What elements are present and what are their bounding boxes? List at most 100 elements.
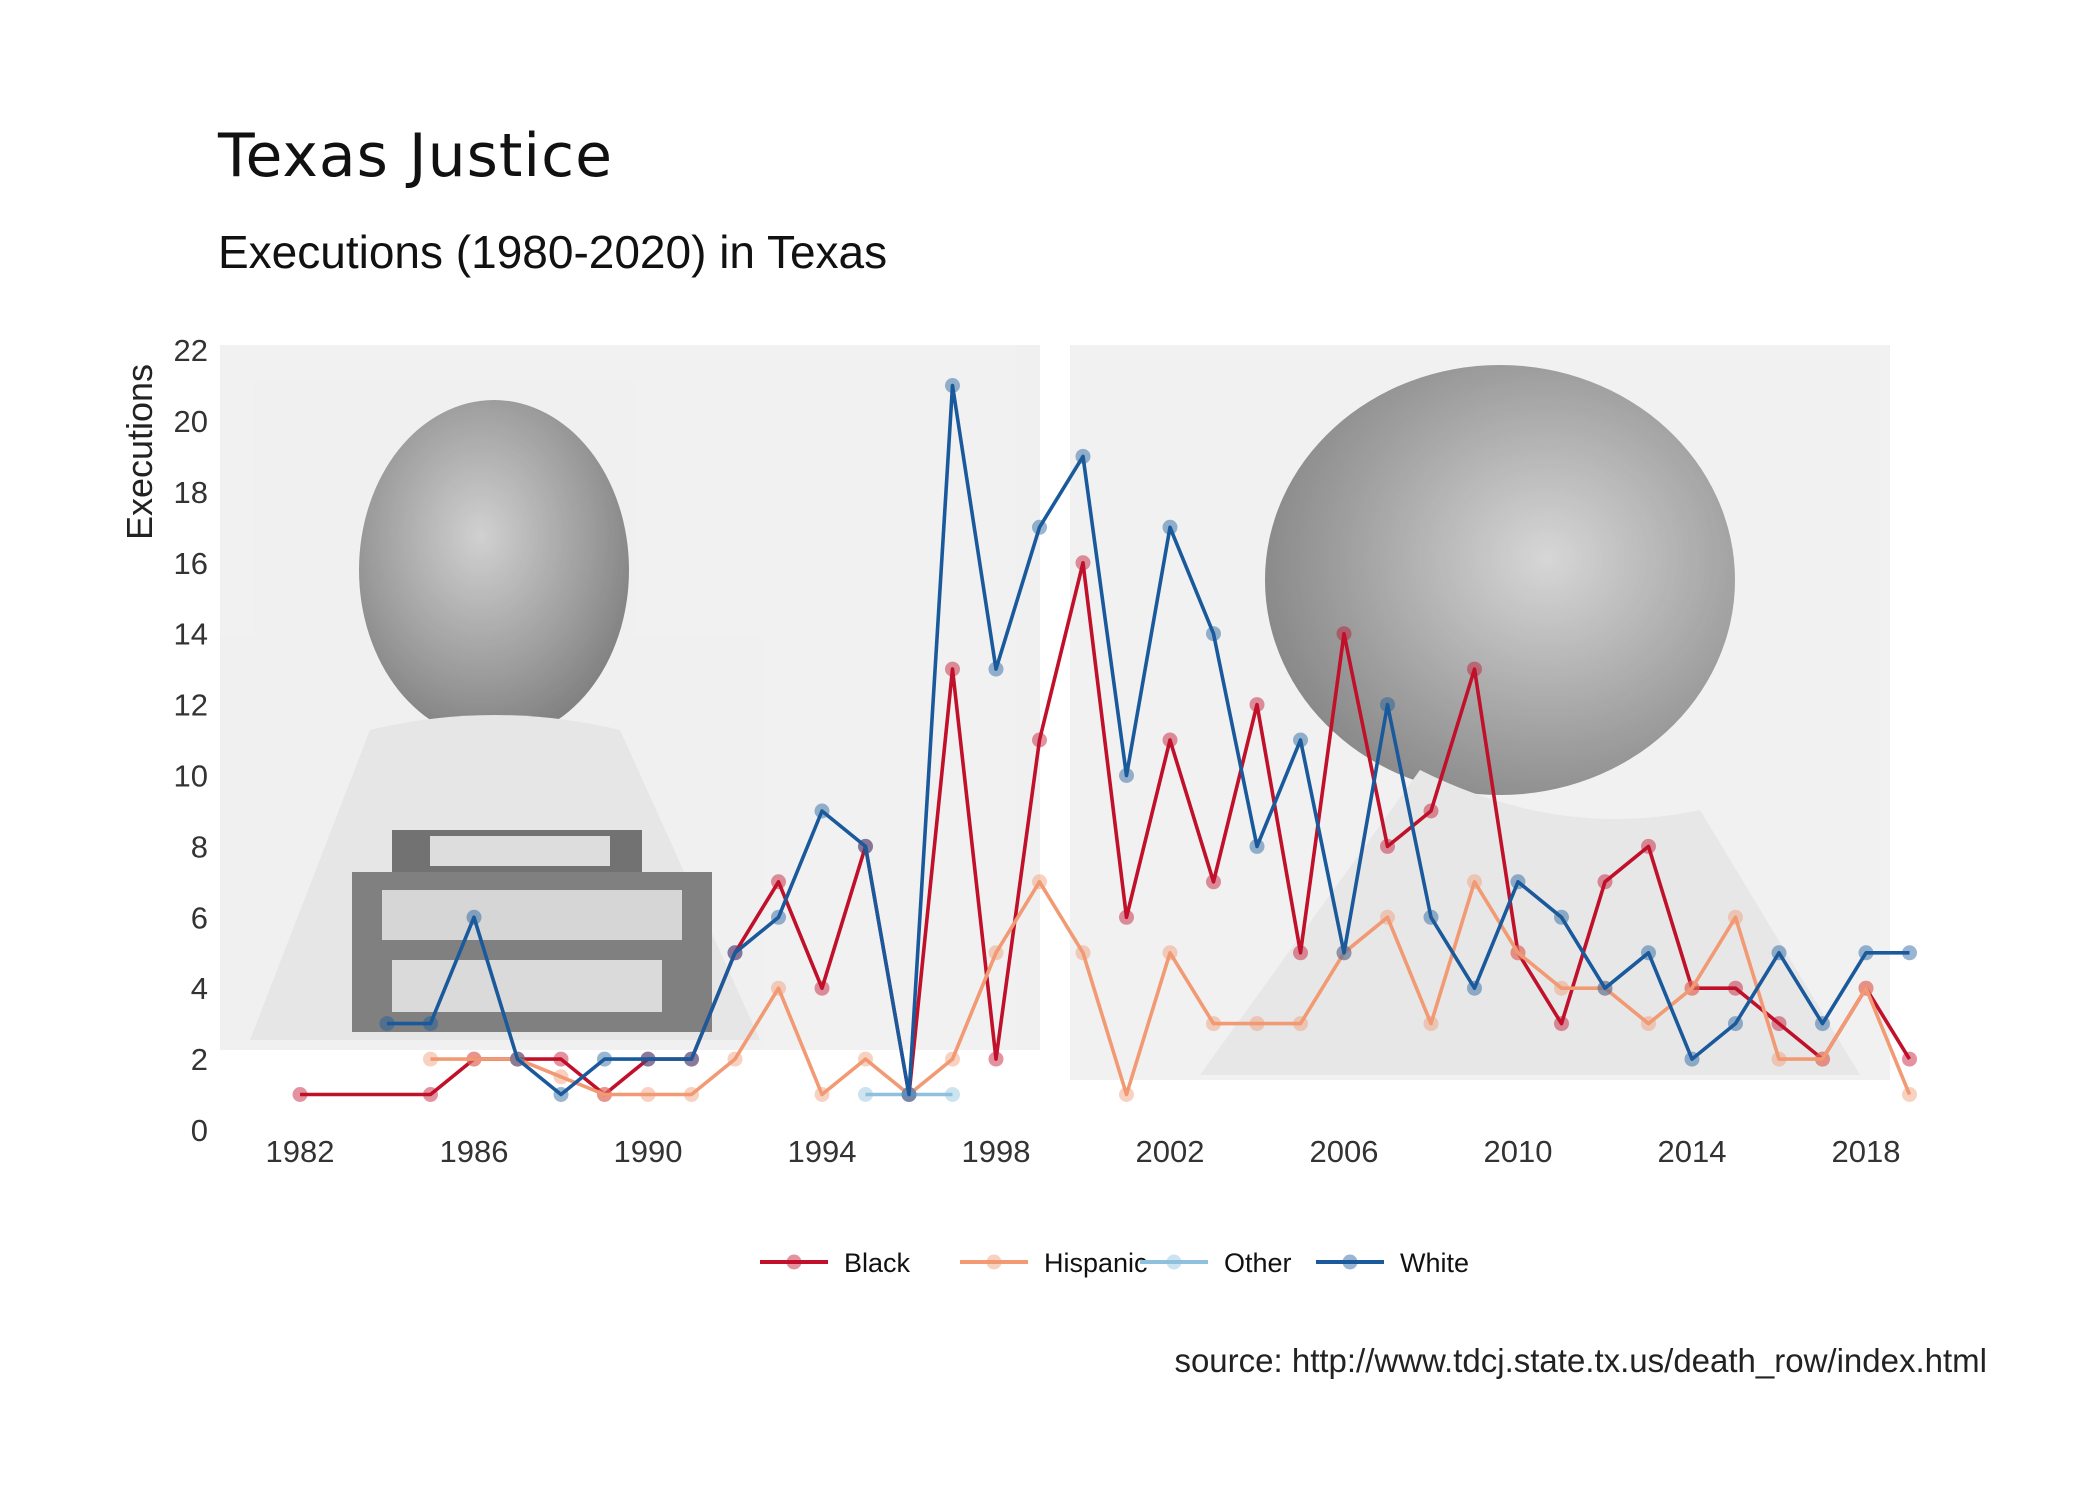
- data-point: [1162, 732, 1178, 748]
- legend-swatch-point: [1166, 1254, 1182, 1270]
- legend-item-white: White: [1316, 1248, 1469, 1278]
- data-point: [1293, 1016, 1308, 1032]
- legend-label: Other: [1224, 1248, 1292, 1278]
- y-tick-label: 4: [191, 971, 208, 1006]
- legend-label: Black: [844, 1248, 911, 1278]
- data-point: [1467, 874, 1482, 890]
- data-point: [1119, 1087, 1134, 1102]
- y-tick-label: 20: [174, 404, 208, 439]
- data-point: [1032, 519, 1047, 535]
- data-point: [858, 1051, 873, 1067]
- data-point: [1771, 1016, 1787, 1032]
- legend-label: White: [1400, 1248, 1469, 1278]
- data-point: [1684, 980, 1700, 996]
- data-point: [640, 1087, 656, 1102]
- data-point: [1206, 626, 1221, 642]
- legend-item-other: Other: [1140, 1248, 1292, 1278]
- legend: Black Hispanic Other White: [760, 1248, 1469, 1278]
- data-point: [1858, 980, 1874, 996]
- x-tick-label: 2010: [1484, 1134, 1553, 1169]
- data-point: [1597, 980, 1613, 996]
- data-point: [1336, 626, 1352, 642]
- data-point: [1815, 1016, 1830, 1032]
- data-point: [771, 874, 786, 890]
- data-point: [771, 909, 786, 925]
- data-point: [1162, 519, 1178, 535]
- data-point: [1380, 838, 1395, 854]
- data-point: [771, 980, 786, 996]
- legend-swatch-point: [786, 1254, 802, 1270]
- y-tick-label: 0: [191, 1113, 208, 1148]
- data-point: [1032, 874, 1047, 890]
- data-point: [553, 1051, 569, 1067]
- data-point: [988, 661, 1004, 677]
- data-point: [1510, 945, 1526, 961]
- data-point: [1902, 1051, 1917, 1067]
- y-tick-label: 10: [174, 759, 208, 794]
- data-point: [466, 909, 482, 925]
- chart-subtitle: Executions (1980-2020) in Texas: [218, 226, 887, 278]
- chart-title: Texas Justice: [217, 121, 613, 191]
- series-line-white: [387, 383, 1910, 1097]
- y-tick-label: 6: [191, 900, 208, 935]
- series-layer: [292, 378, 1917, 1102]
- data-point: [640, 1051, 656, 1067]
- data-point: [1554, 1016, 1569, 1032]
- data-point: [945, 661, 960, 677]
- y-tick-label: 14: [174, 617, 208, 652]
- data-point: [1380, 697, 1395, 713]
- x-tick-label: 1982: [266, 1134, 335, 1169]
- data-point: [1554, 980, 1569, 996]
- data-point: [1162, 945, 1178, 961]
- data-point: [1510, 874, 1526, 890]
- legend-label: Hispanic: [1044, 1248, 1148, 1278]
- data-point: [1728, 1016, 1743, 1032]
- x-tick-label: 2002: [1136, 1134, 1205, 1169]
- data-point: [1380, 909, 1395, 925]
- legend-item-black: Black: [760, 1248, 911, 1278]
- data-point: [988, 1051, 1004, 1067]
- x-tick-label: 2006: [1310, 1134, 1379, 1169]
- x-tick-label: 1986: [440, 1134, 509, 1169]
- data-point: [945, 1087, 960, 1102]
- x-axis: 1982 1986 1990 1994 1998 2002 2006 2010 2014 2018: [266, 1134, 1901, 1169]
- data-point: [1206, 874, 1221, 890]
- data-point: [727, 945, 743, 961]
- x-tick-label: 1990: [614, 1134, 683, 1169]
- data-point: [553, 1069, 569, 1085]
- y-tick-label: 18: [174, 475, 208, 510]
- series-white: [379, 378, 1917, 1102]
- legend-swatch-point: [986, 1254, 1002, 1270]
- y-tick-label: 12: [174, 688, 208, 723]
- data-point: [727, 1051, 743, 1067]
- data-point: [1728, 980, 1743, 996]
- y-tick-label: 2: [191, 1042, 208, 1077]
- x-tick-label: 2014: [1658, 1134, 1727, 1169]
- data-point: [1641, 838, 1656, 854]
- source-note: source: http://www.tdcj.state.tx.us/deat…: [1174, 1342, 1987, 1379]
- data-point: [858, 1087, 873, 1102]
- data-point: [814, 1087, 830, 1102]
- data-point: [597, 1087, 612, 1102]
- x-tick-label: 1998: [962, 1134, 1031, 1169]
- data-point: [684, 1087, 699, 1102]
- data-point: [1293, 945, 1308, 961]
- data-point: [1423, 1016, 1439, 1032]
- data-point: [1293, 732, 1308, 748]
- series-line-black: [300, 561, 1912, 1097]
- legend-item-hispanic: Hispanic: [960, 1248, 1148, 1278]
- data-point: [1597, 874, 1613, 890]
- data-point: [466, 1051, 482, 1067]
- y-tick-label: 8: [191, 829, 208, 864]
- data-point: [858, 838, 873, 854]
- data-point: [379, 1016, 395, 1032]
- data-point: [1902, 945, 1917, 961]
- data-point: [1771, 945, 1787, 961]
- data-point: [901, 1087, 917, 1102]
- data-point: [423, 1087, 438, 1102]
- data-point: [597, 1051, 612, 1067]
- data-point: [814, 980, 830, 996]
- data-point: [1423, 803, 1439, 819]
- data-point: [1423, 909, 1439, 925]
- data-point: [510, 1051, 525, 1067]
